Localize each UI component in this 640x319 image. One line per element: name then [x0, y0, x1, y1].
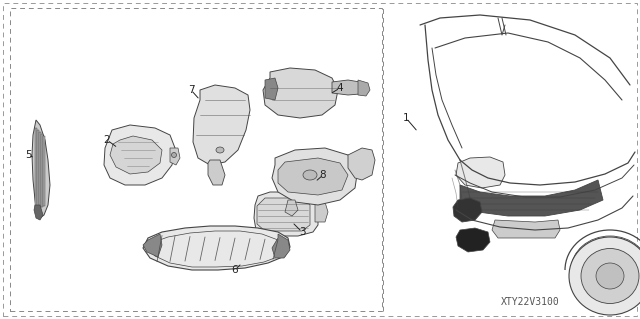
Text: 8: 8	[320, 170, 326, 180]
Polygon shape	[39, 132, 41, 208]
Polygon shape	[453, 198, 482, 222]
Text: 4: 4	[337, 83, 343, 93]
Polygon shape	[143, 226, 290, 270]
Polygon shape	[315, 200, 328, 222]
Text: XTY22V3100: XTY22V3100	[500, 297, 559, 307]
Polygon shape	[193, 85, 250, 165]
Polygon shape	[272, 234, 290, 258]
Text: 7: 7	[188, 85, 195, 95]
Polygon shape	[358, 80, 370, 96]
Polygon shape	[492, 220, 560, 238]
Polygon shape	[263, 68, 338, 118]
Polygon shape	[332, 80, 362, 95]
Ellipse shape	[303, 170, 317, 180]
Text: 6: 6	[232, 265, 238, 275]
Polygon shape	[110, 136, 162, 174]
Polygon shape	[254, 192, 318, 236]
Polygon shape	[104, 125, 175, 185]
Polygon shape	[34, 205, 43, 220]
Polygon shape	[41, 134, 43, 207]
Polygon shape	[208, 160, 225, 185]
Text: 1: 1	[403, 113, 410, 123]
Polygon shape	[32, 120, 50, 218]
Ellipse shape	[569, 237, 640, 315]
Text: 3: 3	[299, 227, 305, 237]
Polygon shape	[285, 200, 298, 216]
Text: 2: 2	[104, 135, 110, 145]
Ellipse shape	[216, 147, 224, 153]
Polygon shape	[456, 157, 505, 188]
Polygon shape	[272, 148, 358, 205]
Polygon shape	[35, 128, 37, 210]
Polygon shape	[143, 234, 162, 257]
Ellipse shape	[596, 263, 624, 289]
Polygon shape	[348, 148, 375, 180]
Ellipse shape	[172, 152, 177, 158]
Bar	[10, 8, 382, 311]
Polygon shape	[257, 198, 310, 231]
Polygon shape	[37, 130, 39, 209]
Polygon shape	[460, 180, 603, 216]
Ellipse shape	[581, 249, 639, 303]
Polygon shape	[456, 228, 490, 252]
Text: 5: 5	[25, 150, 31, 160]
Polygon shape	[170, 148, 180, 165]
Polygon shape	[265, 78, 278, 100]
Polygon shape	[43, 136, 45, 206]
Polygon shape	[278, 158, 348, 195]
